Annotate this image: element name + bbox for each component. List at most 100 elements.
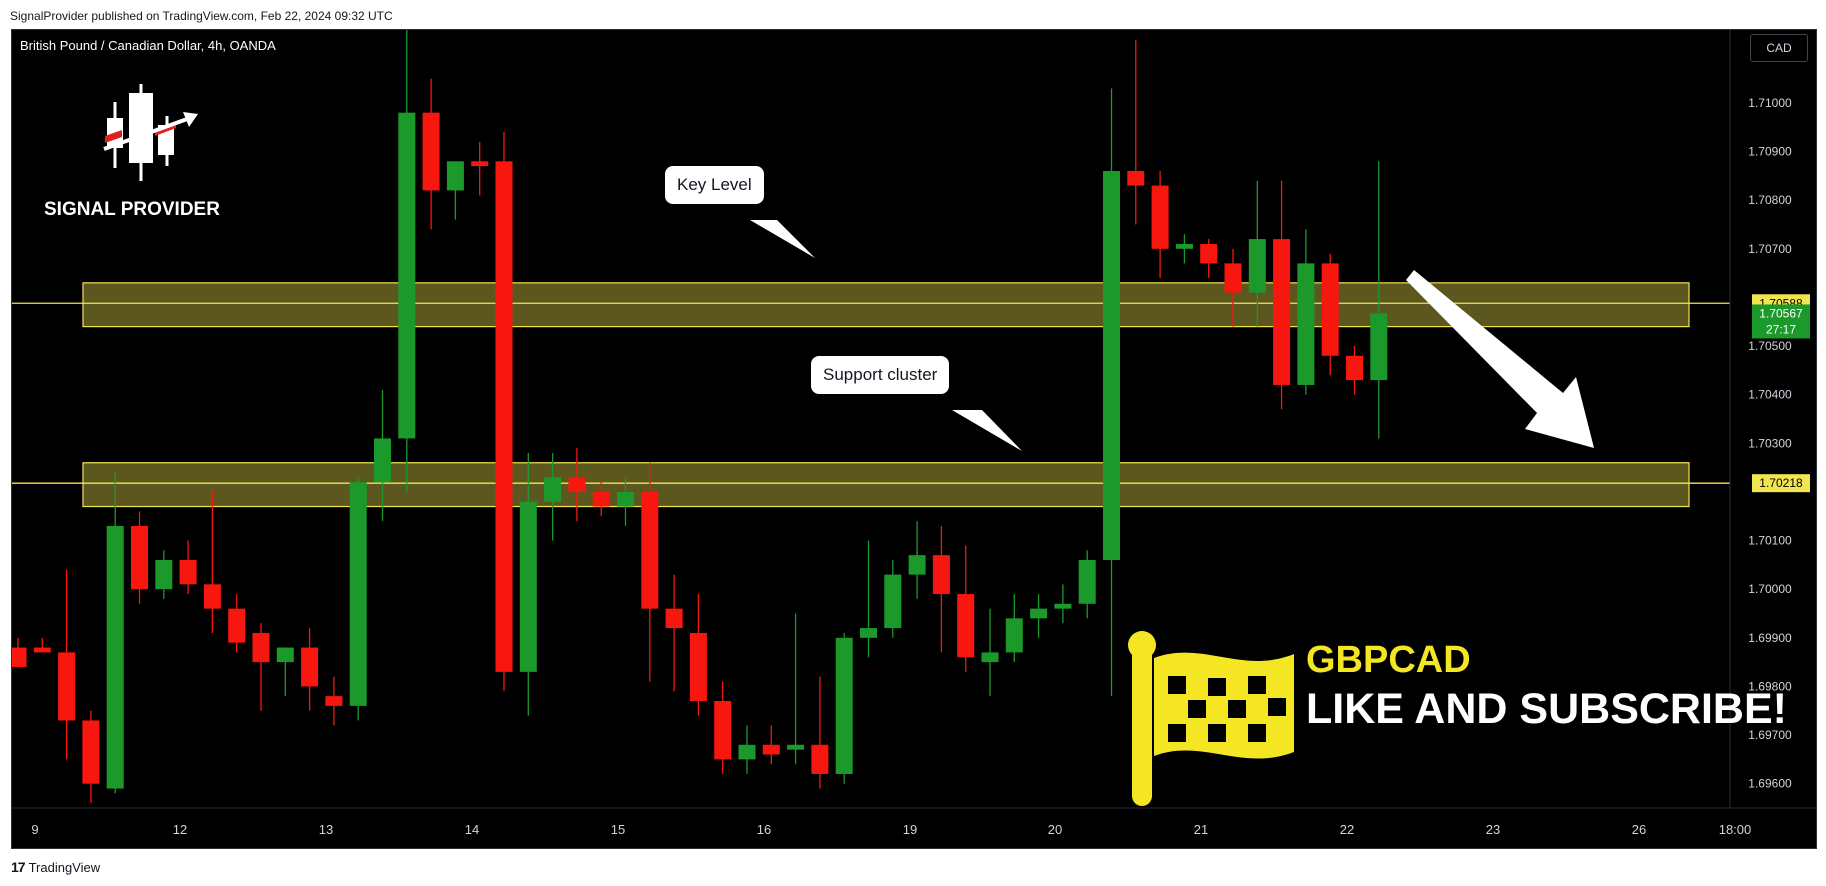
candle[interactable] <box>617 477 634 526</box>
candle[interactable] <box>714 681 732 774</box>
candle[interactable] <box>228 594 246 653</box>
candle[interactable] <box>446 161 464 220</box>
candle-body <box>12 647 27 667</box>
candle[interactable] <box>349 477 367 721</box>
candle-body <box>762 744 780 755</box>
price-tick-label: 1.69900 <box>1748 631 1792 645</box>
candle[interactable] <box>1273 180 1291 410</box>
candle[interactable] <box>860 540 877 658</box>
candle[interactable] <box>568 448 586 522</box>
candle-body <box>884 574 902 629</box>
candle[interactable] <box>1054 584 1072 624</box>
flag-pole-top <box>1128 631 1156 659</box>
promo-ticker: GBPCAD <box>1306 639 1471 681</box>
flag-check <box>1168 676 1186 694</box>
time-tick-label: 19 <box>903 822 917 837</box>
candle[interactable] <box>1175 234 1193 264</box>
candle[interactable] <box>495 132 513 692</box>
candle[interactable] <box>738 725 756 774</box>
candle[interactable] <box>252 623 270 711</box>
currency-button[interactable]: CAD <box>1750 34 1808 62</box>
candle[interactable] <box>82 710 100 804</box>
candle[interactable] <box>1248 180 1266 327</box>
candle-body <box>1273 239 1291 385</box>
forecast-arrow[interactable] <box>1406 270 1594 448</box>
candle[interactable] <box>787 613 805 765</box>
level-tag-bg <box>1752 474 1810 493</box>
candle[interactable] <box>641 462 659 682</box>
candle[interactable] <box>1321 253 1339 376</box>
candle[interactable] <box>665 574 683 692</box>
time-tick-label: 22 <box>1340 822 1354 837</box>
candle-body <box>228 608 246 643</box>
candle[interactable] <box>1005 594 1023 663</box>
candle-body <box>1103 171 1120 561</box>
candle[interactable] <box>155 550 173 599</box>
candle[interactable] <box>301 628 319 711</box>
candle-body <box>860 628 877 638</box>
candle[interactable] <box>398 30 416 492</box>
candle[interactable] <box>762 725 780 765</box>
symbol-title: British Pound / Canadian Dollar, 4h, OAN… <box>20 38 276 53</box>
candle[interactable] <box>422 78 440 230</box>
candle-body <box>471 161 489 167</box>
candle[interactable] <box>908 521 926 599</box>
candle[interactable] <box>544 453 562 541</box>
candle[interactable] <box>1370 161 1388 439</box>
logo-arrow-line <box>103 116 191 151</box>
candle[interactable] <box>1151 171 1169 278</box>
candle-body <box>1175 243 1193 249</box>
candle[interactable] <box>811 676 829 789</box>
tradingview-brand[interactable]: 17 TradingView <box>11 859 100 875</box>
candle[interactable] <box>1078 550 1096 619</box>
promo-cta: LIKE AND SUBSCRIBE! <box>1306 685 1787 733</box>
candle[interactable] <box>689 594 707 716</box>
candle[interactable] <box>131 511 148 604</box>
price-tick-label: 1.70700 <box>1748 242 1792 256</box>
flag-check <box>1168 724 1186 742</box>
candle[interactable] <box>835 632 853 784</box>
candle[interactable] <box>276 647 294 697</box>
candle[interactable] <box>106 472 124 794</box>
zone-1[interactable] <box>82 462 1690 508</box>
candle[interactable] <box>1200 239 1218 278</box>
candle[interactable] <box>1346 346 1363 395</box>
logo-accent-left <box>105 130 122 143</box>
candle-body <box>1030 608 1048 619</box>
last-price-label: 1.70567 <box>1759 306 1803 320</box>
candle[interactable] <box>58 569 76 760</box>
price-chart[interactable]: 1.71000 1.70900 1.70800 1.70700 1.70500 1.704… <box>12 30 1816 848</box>
candle[interactable] <box>374 389 391 522</box>
candle[interactable] <box>203 491 221 633</box>
flag-check <box>1228 700 1246 718</box>
candle[interactable] <box>33 637 51 653</box>
candle-body <box>932 555 950 595</box>
price-tick-label: 1.70900 <box>1748 145 1792 159</box>
candle-body <box>276 647 294 663</box>
candle[interactable] <box>932 525 950 653</box>
candle[interactable] <box>884 560 902 638</box>
candle[interactable] <box>1224 248 1242 327</box>
candle[interactable] <box>519 453 537 716</box>
candle[interactable] <box>325 676 343 726</box>
candle[interactable] <box>179 540 197 595</box>
candle[interactable] <box>981 608 999 697</box>
candle[interactable] <box>1103 88 1120 697</box>
key-level-label: Key Level <box>677 175 752 194</box>
price-tick-label: 1.70400 <box>1748 388 1792 402</box>
candle-body <box>1151 185 1169 249</box>
flag-check <box>1248 724 1266 742</box>
candle[interactable] <box>1127 39 1145 225</box>
candle-body <box>981 652 999 663</box>
candle-body <box>617 491 634 507</box>
chart-panel[interactable]: 1.71000 1.70900 1.70800 1.70700 1.70500 1.704… <box>11 29 1817 849</box>
candle[interactable] <box>12 637 27 667</box>
candle-body <box>422 112 440 191</box>
candle[interactable] <box>1030 594 1048 638</box>
candle[interactable] <box>471 141 489 196</box>
candle[interactable] <box>957 545 975 672</box>
candle[interactable] <box>1297 229 1315 395</box>
price-tick-label: 1.71000 <box>1748 96 1792 110</box>
candle[interactable] <box>592 482 610 517</box>
price-tick-label: 1.70000 <box>1748 582 1792 596</box>
